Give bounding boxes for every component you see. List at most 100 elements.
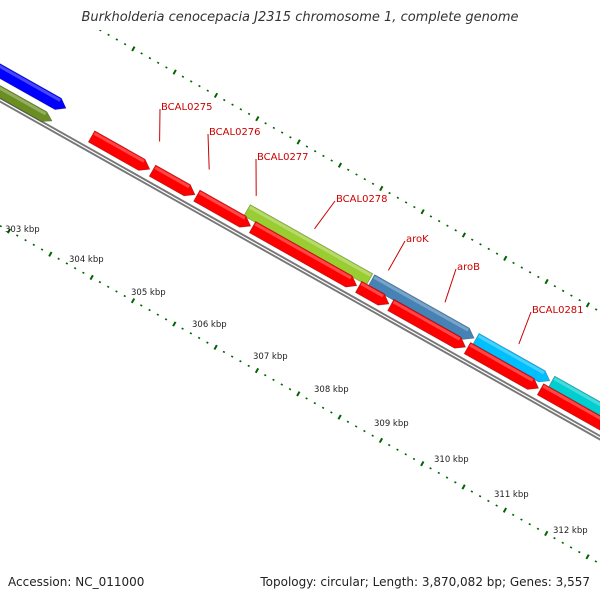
minor-tick (371, 434, 374, 437)
deepskyblue-cds (472, 332, 551, 383)
minor-tick (387, 443, 391, 447)
minor-tick (388, 191, 391, 195)
minor-tick (115, 38, 119, 41)
minor-tick (197, 336, 201, 340)
minor-tick (495, 252, 499, 255)
minor-tick (363, 177, 367, 181)
minor-tick (83, 20, 84, 21)
major-tick (91, 23, 93, 27)
minor-tick (594, 560, 598, 563)
minor-tick (511, 513, 515, 517)
minor-tick (355, 173, 358, 176)
major-tick (254, 367, 260, 374)
major-tick (172, 321, 177, 327)
major-tick (296, 391, 301, 397)
minor-tick (148, 308, 151, 312)
minor-tick (98, 280, 102, 284)
minor-tick (578, 550, 581, 554)
cds-arok-shine (360, 282, 384, 298)
axis-label: 310 kbp (434, 455, 469, 465)
major-tick (544, 530, 549, 537)
lime-cds-shine (249, 205, 372, 277)
cds-bcal0276-shine (154, 166, 190, 189)
minor-tick (280, 383, 284, 386)
minor-tick (371, 182, 375, 185)
gene-label-bcal0278: BCAL0278 (336, 194, 388, 205)
minor-tick (553, 285, 557, 288)
gene-label-bcal0276: BCAL0276 (209, 127, 261, 138)
minor-tick (429, 215, 433, 218)
minor-tick (123, 42, 127, 46)
major-tick (379, 185, 384, 192)
backbone-highlight (0, 99, 600, 439)
backbone (0, 96, 600, 441)
minor-tick (0, 225, 3, 228)
minor-tick (272, 126, 276, 130)
minor-tick (404, 201, 408, 204)
axis-labels: 303 kbp 304 kbp 305 kbp 306 kbp 307 kbp 308 k… (5, 225, 588, 536)
major-tick (461, 232, 467, 238)
minor-tick (288, 387, 292, 391)
minor-tick (553, 536, 556, 540)
axis-label: 307 kbp (253, 352, 288, 362)
minor-tick (222, 350, 226, 354)
major-tick (502, 507, 508, 513)
minor-tick (404, 453, 407, 456)
blue-cds (0, 63, 67, 110)
minor-tick (264, 122, 267, 125)
gene-label-arob: aroB (457, 262, 480, 273)
minor-tick (363, 429, 366, 433)
major-tick (172, 69, 177, 75)
minor-tick (479, 243, 482, 246)
minor-tick (40, 248, 44, 251)
minor-tick (346, 420, 350, 423)
major-tick (337, 162, 343, 168)
minor-tick (412, 457, 416, 461)
cds-next-shine (542, 384, 600, 420)
axis-label: 312 kbp (553, 526, 588, 536)
minor-tick (289, 136, 292, 139)
cds-arob-shine (392, 300, 461, 341)
minor-tick (520, 518, 523, 521)
inner-tick-track (0, 225, 598, 563)
minor-tick (181, 327, 184, 330)
minor-tick (561, 289, 565, 293)
minor-tick (206, 89, 209, 92)
major-tick (544, 278, 549, 285)
backbone-line (0, 96, 600, 441)
minor-tick (437, 471, 441, 475)
major-tick (420, 209, 425, 215)
minor-tick (569, 546, 573, 549)
minor-tick (139, 304, 143, 307)
minor-tick (354, 425, 358, 428)
major-tick (6, 228, 12, 234)
outer-tick-track (75, 16, 598, 311)
minor-tick (140, 52, 143, 55)
major-tick (48, 251, 53, 257)
minor-tick (528, 271, 532, 274)
cyan-cds-shine (553, 377, 600, 407)
minor-tick (156, 61, 160, 64)
minor-tick (16, 234, 19, 237)
minor-tick (189, 332, 193, 335)
minor-tick (75, 16, 76, 17)
minor-tick (82, 271, 85, 274)
major-tick (213, 92, 219, 99)
map-title: Burkholderia cenocepacia J2315 chromosom… (81, 10, 519, 25)
minor-tick (454, 481, 457, 484)
cyan-cds (547, 375, 600, 417)
minor-tick (313, 150, 317, 153)
minor-tick (487, 499, 490, 503)
major-tick (378, 437, 384, 444)
minor-tick (305, 145, 309, 148)
minor-tick (512, 261, 515, 265)
minor-tick (536, 527, 540, 531)
minor-tick (454, 229, 457, 232)
minor-tick (470, 238, 474, 241)
major-tick (255, 115, 260, 122)
minor-tick (231, 103, 234, 106)
minor-tick (247, 112, 251, 116)
minor-tick (99, 30, 102, 32)
